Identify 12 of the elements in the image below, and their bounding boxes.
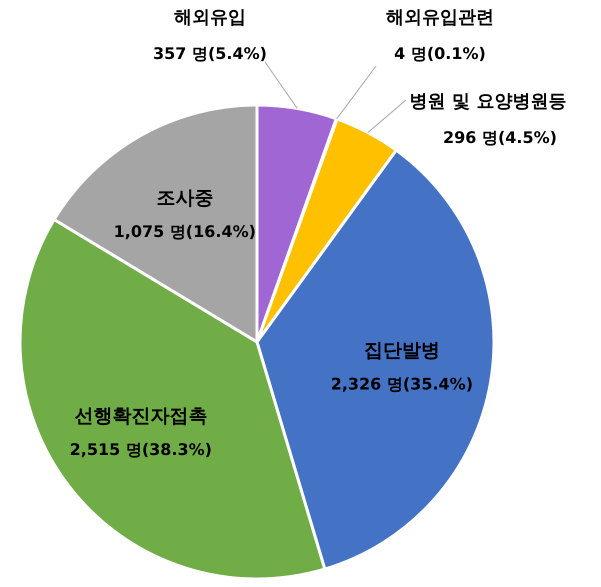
slice-label: 조사중 [156, 187, 214, 210]
slice-label: 해외유입관련 [386, 7, 494, 28]
slice-label: 해외유입 [174, 7, 246, 28]
data-label: 4 명(0.1%) [394, 44, 486, 63]
data-label: 357 명(5.4%) [153, 44, 267, 63]
slice-label: 집단발병 [364, 340, 440, 362]
data-label: 2,326 명(35.4%) [330, 374, 474, 394]
data-label: 1,075 명(16.4%) [114, 222, 256, 242]
slice-label: 선행확진자접촉 [74, 404, 208, 427]
data-label: 2,515 명(38.3%) [70, 440, 212, 459]
data-label: 296 명(4.5%) [443, 128, 557, 147]
slice-label: 병원 및 요양병원등 [410, 91, 566, 112]
